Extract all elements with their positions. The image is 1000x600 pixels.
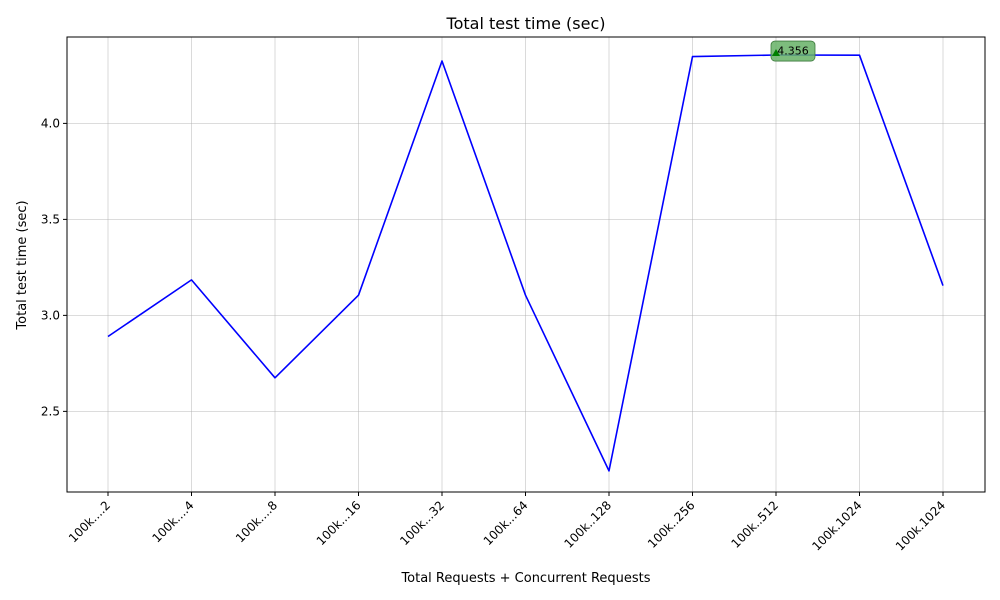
y-tick-label: 4.0 bbox=[41, 116, 60, 130]
y-axis-ticks: 2.5 3.0 3.5 4.0 bbox=[41, 116, 67, 418]
annotation-box bbox=[770, 40, 816, 62]
y-tick-label: 2.5 bbox=[41, 404, 60, 418]
annotation-layer: 4.356 bbox=[770, 40, 816, 62]
x-axis-title: Total Requests + Concurrent Requests bbox=[400, 571, 650, 586]
y-axis-title: Total test time (sec) bbox=[15, 200, 30, 330]
y-tick-label: 3.0 bbox=[41, 308, 60, 322]
grid bbox=[67, 37, 985, 492]
plot-frame bbox=[66, 36, 986, 493]
y-tick-label: 3.5 bbox=[41, 212, 60, 226]
chart-title: Total test time (sec) bbox=[446, 14, 606, 33]
annotation-marker bbox=[772, 49, 780, 57]
annotation-label: 4.356 bbox=[777, 45, 809, 58]
